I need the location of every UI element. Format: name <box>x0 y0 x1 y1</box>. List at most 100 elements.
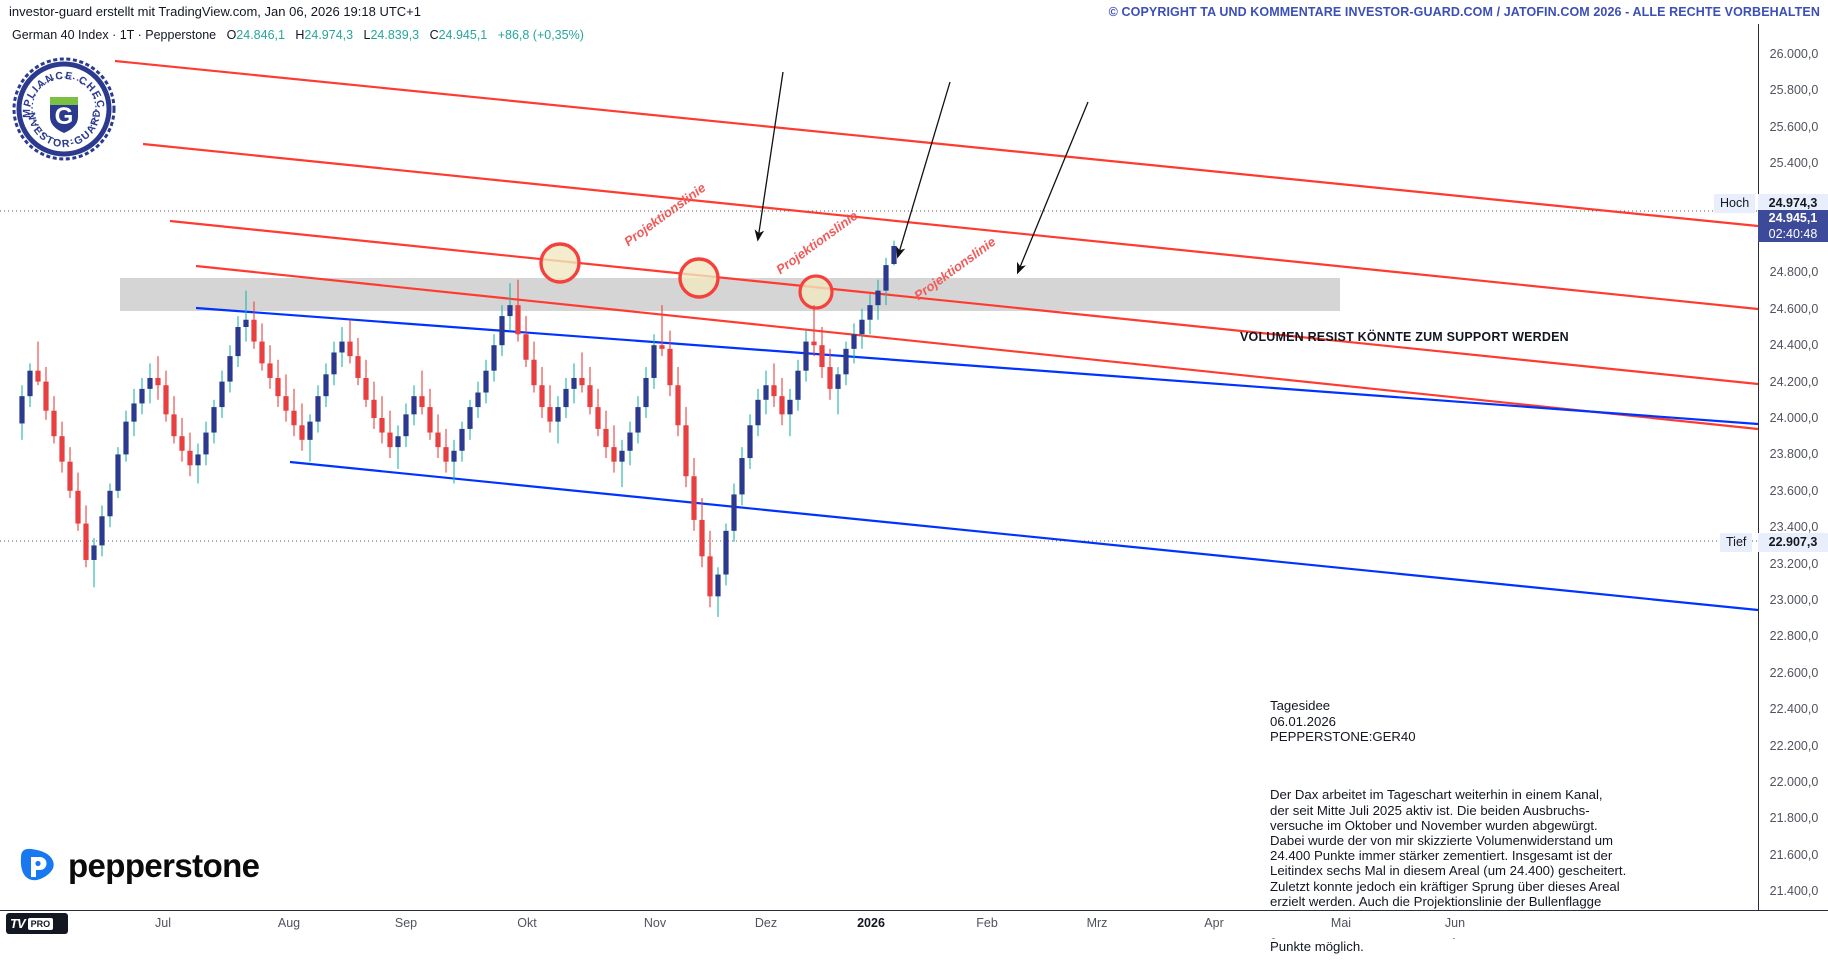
candle-body <box>443 447 449 462</box>
last-price-badge[interactable]: 24.945,1 02:40:48 <box>1758 210 1828 242</box>
legend-sep-1: · <box>112 28 117 42</box>
price-tick: 23.000,0 <box>1769 593 1819 607</box>
candle-body <box>515 305 521 335</box>
time-tick: Dez <box>754 916 778 930</box>
legend-low-key: L <box>363 28 371 42</box>
candle-body <box>747 425 753 459</box>
candle-body <box>19 396 25 424</box>
candle-body <box>675 385 681 426</box>
candlestick-series <box>19 240 897 617</box>
volume-band-label: VOLUMEN RESIST KÖNNTE ZUM SUPPORT WERDEN <box>1240 330 1569 344</box>
candle-body <box>315 396 321 422</box>
candle-body <box>179 436 185 451</box>
candle-body <box>483 370 489 393</box>
candle-body <box>867 305 873 320</box>
candle-body <box>771 385 777 397</box>
candle-body <box>611 447 617 462</box>
price-tick: 24.600,0 <box>1769 301 1819 316</box>
candle-body <box>411 396 417 415</box>
candle-body <box>819 345 825 368</box>
arrow-to-failure-1 <box>754 71 784 242</box>
price-tick: 23.400,0 <box>1769 520 1819 535</box>
candle-body <box>187 450 193 466</box>
price-tick: 21.800,0 <box>1769 811 1819 826</box>
candle-body <box>507 305 513 317</box>
candle-body <box>107 490 113 517</box>
candle-body <box>339 341 345 353</box>
candle-body <box>843 348 849 375</box>
candle-body <box>475 392 481 408</box>
failure-marker-1 <box>539 242 581 284</box>
candle-body <box>579 377 585 386</box>
candle-body <box>35 370 41 382</box>
candle-body <box>203 432 209 455</box>
candle-body <box>195 454 201 466</box>
candle-body <box>371 399 377 418</box>
time-axis[interactable]: TV PRO Jul Aug Sep Okt Nov Dez 2026 Feb Mrz Apr Ma… <box>0 910 1828 938</box>
candle-body <box>531 359 537 386</box>
candle-body <box>547 407 553 422</box>
legend-exchange: Pepperstone <box>145 28 217 42</box>
time-tick: Okt <box>517 916 537 930</box>
candle-body <box>115 454 121 491</box>
compliance-seal-logo: COMPLIANCE CHECKED INVESTOR-GUARD G <box>7 48 116 161</box>
legend-symbol[interactable]: German 40 Index <box>12 28 109 42</box>
time-tick: Sep <box>394 916 418 930</box>
price-tick: 22.000,0 <box>1769 775 1819 789</box>
candle-body <box>291 410 297 426</box>
last-price-value: 24.945,1 <box>1768 211 1818 225</box>
candle-body <box>155 377 161 386</box>
failure-marker-3 <box>798 274 834 310</box>
chart-legend[interactable]: German 40 Index · 1T · Pepperstone O24.8… <box>12 28 584 42</box>
channel-lower-line <box>289 460 1758 612</box>
candle-body <box>91 545 97 560</box>
candle-body <box>779 396 785 415</box>
candle-body <box>499 316 505 346</box>
candle-body <box>163 385 169 415</box>
pepperstone-wordmark: pepperstone <box>68 847 260 884</box>
top-bar: investor-guard erstellt mit TradingView.… <box>0 0 1828 24</box>
candle-body <box>587 385 593 408</box>
time-tick: Apr <box>1204 916 1224 930</box>
tradingview-pro-badge[interactable]: TV PRO <box>6 913 68 934</box>
candle-body <box>787 399 793 415</box>
time-tick: 2026 <box>857 916 885 930</box>
legend-interval[interactable]: 1T <box>119 28 135 42</box>
candle-body <box>715 574 721 597</box>
price-tick: 21.600,0 <box>1769 847 1819 862</box>
candle-body <box>395 436 401 448</box>
chart-plot-area[interactable]: Projektionslinie Projektionslinie Projek… <box>0 44 1758 910</box>
candle-body <box>43 381 49 411</box>
candle-body <box>307 421 313 440</box>
time-tick: Jun <box>1444 916 1466 930</box>
candle-body <box>683 425 689 477</box>
candle-body <box>491 345 497 371</box>
candle-body <box>67 461 73 491</box>
time-tick: Mai <box>1330 916 1352 930</box>
created-by-text: investor-guard erstellt mit TradingView.… <box>9 4 422 19</box>
pepperstone-mark-icon <box>20 848 54 881</box>
legend-sep-2: · <box>137 28 142 42</box>
price-tick: 26.000,0 <box>1769 47 1819 61</box>
candle-body <box>763 385 769 400</box>
candle-body <box>451 450 457 462</box>
candle-body <box>259 341 265 364</box>
period-low-value: 22.907,3 <box>1758 533 1828 552</box>
candle-body <box>363 377 369 400</box>
projection-line-4 <box>195 264 1758 431</box>
candle-body <box>459 428 465 451</box>
seal-letter: G <box>55 103 74 130</box>
candle-body <box>795 370 801 400</box>
projection-line-1 <box>114 59 1758 228</box>
legend-high-value: 24.974,3 <box>304 28 354 42</box>
channel-upper-line <box>195 306 1758 426</box>
candle-body <box>59 436 65 462</box>
price-axis[interactable]: EUR 26.000,025.800,025.600,025.400,025.2… <box>1758 24 1828 910</box>
chart-canvas <box>0 59 1758 617</box>
legend-open-key: O <box>226 28 237 42</box>
legend-open-value: 24.846,1 <box>236 28 285 42</box>
candle-body <box>323 374 329 397</box>
candle-body <box>811 341 817 346</box>
arrow-to-failure-2 <box>895 81 951 259</box>
candle-body <box>635 407 641 433</box>
